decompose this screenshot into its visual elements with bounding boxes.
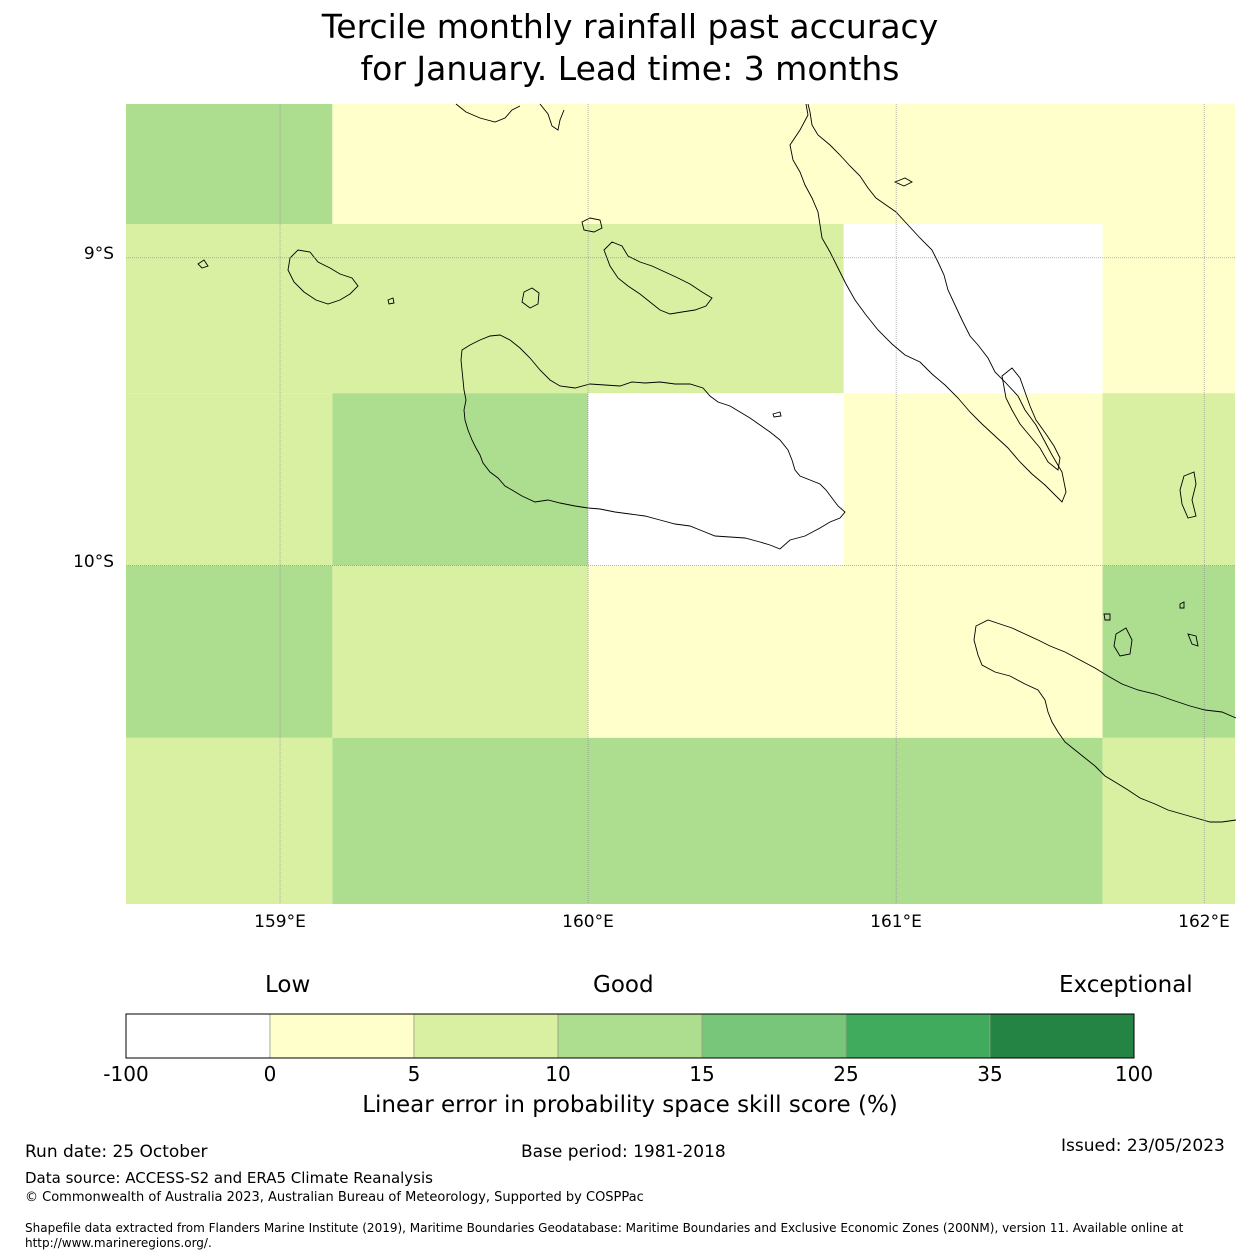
colorbar-title: Linear error in probability space skill … — [362, 1092, 898, 1118]
grid-cell — [126, 565, 333, 738]
colorbar-tick: 100 — [1114, 1062, 1154, 1086]
title-line-1: Tercile monthly rainfall past accuracy — [321, 7, 939, 46]
coastline-small-island-2 — [387, 297, 395, 305]
coastline-small-island-3 — [772, 411, 782, 418]
grid-cell — [588, 393, 844, 566]
lat-label-10s: 10°S — [73, 552, 114, 572]
coastline-north-islet — [539, 103, 565, 131]
title-line-2: for January. Lead time: 3 months — [360, 49, 900, 88]
colorbar-tick: 5 — [407, 1062, 421, 1086]
colorbar-segment — [413, 1013, 559, 1059]
coastlines — [197, 103, 1237, 823]
coastline-small-island-1 — [197, 259, 209, 269]
grid-cell — [588, 565, 1103, 738]
grid-cell — [332, 565, 589, 738]
coastline-makira — [973, 619, 1237, 823]
coastline-russell-islands — [287, 249, 359, 305]
base-period: Base period: 1981-2018 — [521, 1142, 726, 1162]
colorbar-tick: 35 — [977, 1062, 1003, 1086]
colorbar-segment — [557, 1013, 703, 1059]
grid-cell — [126, 224, 844, 394]
grid-cell — [1102, 737, 1235, 904]
graticule — [126, 104, 1235, 904]
grid-cell — [1102, 224, 1235, 394]
grid-cell — [126, 393, 333, 566]
colorbar-outline — [125, 1013, 1135, 1059]
colorbar-tick: -100 — [103, 1062, 149, 1086]
lon-label-160e: 160°E — [562, 912, 614, 932]
grid-cell — [126, 737, 333, 904]
grid-cell — [332, 393, 589, 566]
colorbar-segment — [845, 1013, 991, 1059]
colorbar-segment — [269, 1013, 415, 1059]
lon-label-161e: 161°E — [870, 912, 922, 932]
grid-cell — [1102, 565, 1235, 738]
coastline-savo-islet — [581, 217, 603, 233]
coastline-savo — [521, 287, 540, 309]
coastline-east-islet-5 — [1187, 633, 1199, 647]
coastline-east-islet-1 — [1179, 471, 1197, 519]
coastline-ngella-islet — [893, 177, 913, 187]
coastline-east-islet-2 — [1113, 627, 1133, 657]
grid-cell — [843, 393, 1103, 566]
grid-cell — [843, 224, 1103, 394]
shapefile-credit-line-1: Shapefile data extracted from Flanders M… — [25, 1221, 1184, 1235]
skill-grid — [126, 104, 1235, 904]
coastline-guadalcanal — [460, 334, 846, 550]
colorbar-tick: 25 — [833, 1062, 859, 1086]
chart-title: Tercile monthly rainfall past accuracy f… — [0, 6, 1260, 90]
colorbar-tick: 10 — [545, 1062, 571, 1086]
lat-label-9s: 9°S — [83, 244, 114, 264]
coastline-north-islands — [455, 103, 521, 123]
colorbar-segment — [125, 1013, 271, 1059]
grid-cell — [1102, 393, 1235, 566]
coastline-east-islet-3 — [1103, 613, 1111, 621]
colorbar-label-good: Good — [593, 972, 654, 998]
lon-label-159e: 159°E — [254, 912, 306, 932]
coastline-east-islet-4 — [1179, 601, 1185, 609]
shapefile-credit-line-2: http://www.marineregions.org/. — [25, 1236, 212, 1250]
run-date: Run date: 25 October — [25, 1142, 208, 1162]
colorbar-tick: 15 — [689, 1062, 715, 1086]
colorbar-tick: 0 — [263, 1062, 277, 1086]
copyright: © Commonwealth of Australia 2023, Austra… — [25, 1190, 644, 1205]
coastline-florida-islands — [603, 241, 713, 315]
coastline-malaita — [789, 103, 1067, 503]
grid-cell — [332, 737, 1103, 904]
issued-date: Issued: 23/05/2023 — [1061, 1136, 1225, 1156]
coastline-small-malaita — [1001, 367, 1061, 471]
lon-label-162e: 162°E — [1178, 912, 1230, 932]
data-source: Data source: ACCESS-S2 and ERA5 Climate … — [25, 1169, 433, 1187]
grid-cell — [126, 104, 333, 224]
colorbar-segment — [701, 1013, 847, 1059]
colorbar-label-exceptional: Exceptional — [1059, 972, 1193, 998]
colorbar — [125, 1013, 1135, 1059]
grid-cell — [332, 104, 1235, 224]
shapefile-credit: Shapefile data extracted from Flanders M… — [25, 1221, 1225, 1251]
colorbar-label-low: Low — [265, 972, 311, 998]
colorbar-segment — [989, 1013, 1135, 1059]
